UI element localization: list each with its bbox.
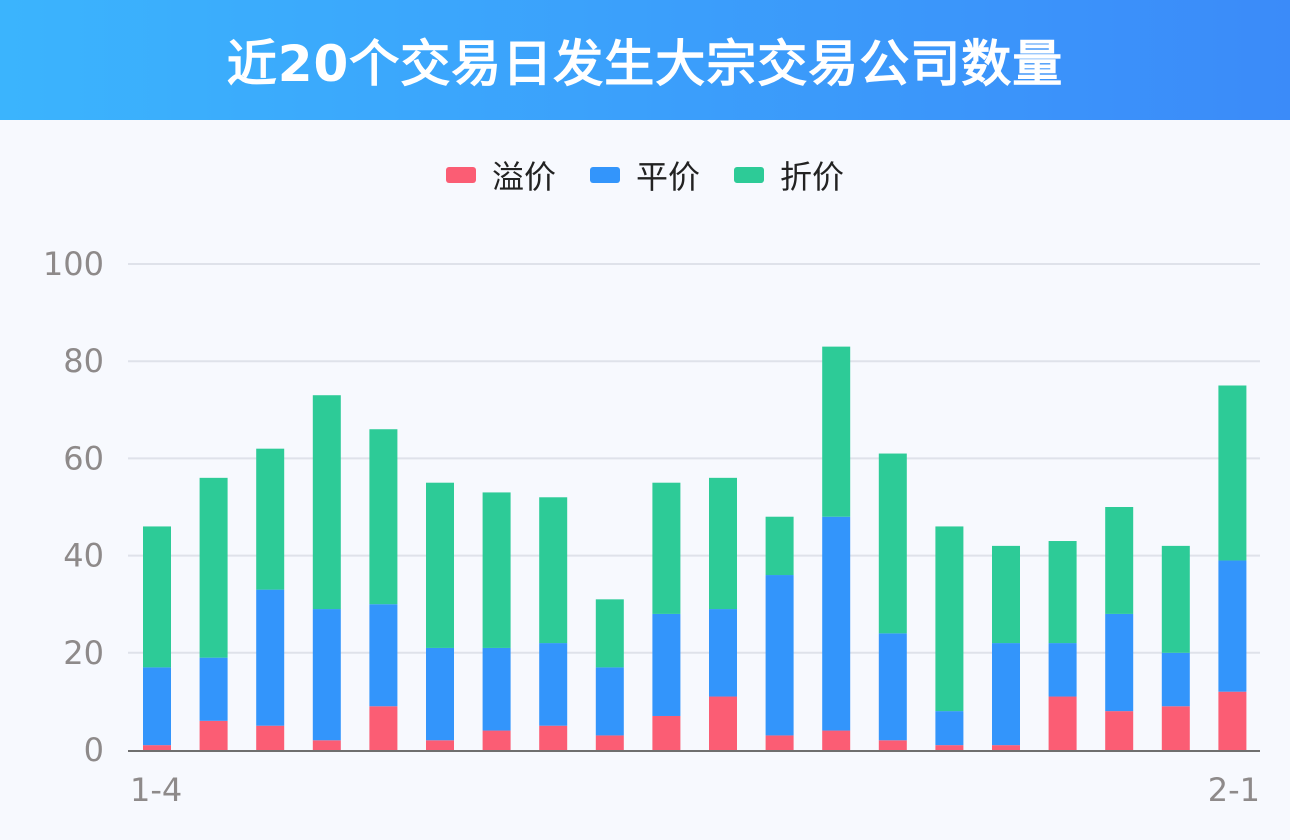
- bar-segment-discount: [312, 395, 341, 610]
- bar-segment-par: [482, 647, 511, 731]
- bar-segment-premium: [595, 735, 624, 750]
- bar-segment-premium: [1105, 711, 1134, 750]
- bar-segment-discount: [199, 477, 228, 658]
- bar-segment-discount: [539, 497, 568, 644]
- bar-segment-premium: [935, 745, 964, 750]
- legend-swatch-premium: [445, 167, 476, 183]
- legend-item-premium[interactable]: 溢价: [445, 152, 556, 198]
- legend-label-premium: 溢价: [491, 158, 556, 196]
- bar-segment-par: [369, 604, 398, 707]
- bar-segment-discount: [595, 599, 624, 668]
- bar-segment-discount: [1048, 541, 1077, 644]
- bar-segment-discount: [1105, 507, 1134, 614]
- chart-title: 近20个交易日发生大宗交易公司数量: [226, 35, 1064, 93]
- legend-item-par[interactable]: 平价: [589, 152, 700, 198]
- bar-segment-premium: [1048, 696, 1077, 750]
- bar-segment-premium: [822, 730, 851, 750]
- bar-segment-discount: [878, 453, 907, 634]
- bar-segment-discount: [765, 516, 794, 576]
- legend-label-par: 平价: [635, 158, 700, 196]
- bar-segment-par: [765, 575, 794, 736]
- y-tick-label: 20: [63, 634, 104, 672]
- bar-segment-discount: [709, 477, 737, 610]
- bar-segment-discount: [935, 526, 964, 712]
- bar-segment-premium: [539, 725, 568, 750]
- bar-segment-par: [143, 667, 171, 746]
- bar-segment-par: [822, 516, 851, 731]
- x-tick-label: 2-1: [1208, 771, 1260, 809]
- bar-segment-discount: [143, 526, 171, 668]
- y-tick-label: 100: [43, 245, 104, 283]
- x-tick-label: 1-4: [130, 771, 182, 809]
- bar-segment-par: [539, 643, 568, 726]
- bar-segment-discount: [992, 545, 1020, 644]
- bar-segment-premium: [765, 735, 794, 750]
- y-tick-label: 80: [63, 342, 104, 380]
- bar-segment-par: [256, 589, 285, 726]
- bar-segment-par: [426, 647, 454, 741]
- chart-legend: 溢价 平价 折价: [0, 152, 1290, 198]
- bar-segment-par: [935, 711, 964, 746]
- bar-segment-par: [1105, 613, 1134, 712]
- bar-segment-premium: [992, 745, 1020, 750]
- bar-segment-premium: [1218, 691, 1247, 750]
- bar-segment-par: [992, 643, 1020, 746]
- bar-segment-premium: [709, 696, 737, 750]
- bar-segment-premium: [369, 706, 398, 750]
- bar-segment-par: [1218, 560, 1247, 692]
- bar-segment-par: [709, 609, 737, 697]
- legend-swatch-par: [589, 167, 620, 183]
- bar-segment-par: [199, 657, 228, 721]
- y-tick-label: 60: [63, 439, 104, 477]
- legend-swatch-discount: [734, 167, 764, 183]
- bar-segment-premium: [1161, 706, 1190, 750]
- legend-item-discount[interactable]: 折价: [734, 152, 844, 198]
- bar-segment-premium: [426, 740, 454, 750]
- bar-segment-premium: [199, 720, 228, 750]
- bar-segment-par: [312, 609, 341, 741]
- y-tick-label: 40: [63, 537, 104, 575]
- bar-segment-par: [652, 613, 681, 716]
- bar-segment-par: [1048, 643, 1077, 697]
- bar-segment-discount: [822, 346, 851, 517]
- bar-segment-discount: [256, 448, 285, 590]
- bar-segment-discount: [369, 429, 398, 605]
- legend-label-discount: 折价: [780, 158, 845, 196]
- y-tick-label: 0: [84, 731, 104, 769]
- bar-segment-discount: [652, 482, 681, 614]
- bar-segment-premium: [878, 740, 907, 750]
- bar-segment-premium: [143, 745, 171, 750]
- bar-segment-discount: [482, 492, 511, 648]
- bar-segment-premium: [652, 715, 681, 750]
- bar-segment-discount: [1161, 545, 1190, 653]
- bar-segment-premium: [256, 725, 285, 750]
- bar-segment-discount: [426, 482, 454, 648]
- chart-header: 近20个交易日发生大宗交易公司数量: [0, 0, 1290, 120]
- bar-segment-discount: [1218, 385, 1247, 561]
- bar-segment-premium: [312, 740, 341, 750]
- bar-segment-par: [1161, 652, 1190, 707]
- bar-segment-par: [878, 633, 907, 741]
- bar-segment-par: [595, 667, 624, 736]
- bar-segment-premium: [482, 730, 511, 750]
